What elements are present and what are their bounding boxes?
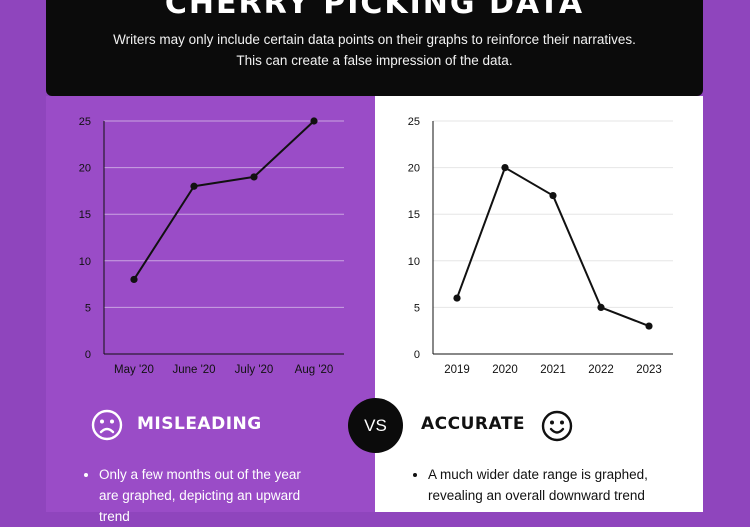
y-tick-label: 0 bbox=[85, 349, 91, 361]
data-point bbox=[190, 182, 198, 190]
x-tick-label: Aug '20 bbox=[295, 364, 334, 376]
y-tick-label: 15 bbox=[79, 209, 91, 221]
page-title: CHERRY PICKING DATA bbox=[164, 0, 585, 21]
x-tick-label: 2022 bbox=[588, 364, 614, 376]
page-subtitle: Writers may only include certain data po… bbox=[113, 32, 636, 68]
y-tick-label: 5 bbox=[85, 302, 91, 314]
vs-badge: VS bbox=[348, 398, 403, 453]
data-point bbox=[645, 322, 653, 330]
data-point bbox=[501, 164, 509, 172]
data-point bbox=[130, 275, 138, 284]
data-point bbox=[310, 117, 318, 125]
y-tick-label: 0 bbox=[414, 349, 420, 361]
x-tick-label: June '20 bbox=[172, 364, 215, 376]
y-tick-label: 25 bbox=[408, 116, 420, 128]
data-point bbox=[250, 173, 258, 181]
y-tick-label: 15 bbox=[408, 209, 420, 221]
header-banner: CHERRY PICKING DATA Writers may only inc… bbox=[46, 0, 703, 96]
y-tick-label: 20 bbox=[79, 163, 91, 175]
data-point bbox=[549, 191, 557, 200]
misleading-point: Only a few months out of the year are gr… bbox=[99, 464, 314, 527]
x-tick-label: May '20 bbox=[114, 364, 154, 376]
y-tick-label: 25 bbox=[79, 116, 91, 128]
x-tick-label: 2021 bbox=[540, 364, 566, 376]
series-line bbox=[456, 166, 650, 327]
x-tick-label: July '20 bbox=[235, 364, 274, 376]
smile-face-icon bbox=[541, 410, 573, 442]
y-tick-label: 10 bbox=[408, 256, 420, 268]
data-point bbox=[453, 294, 461, 302]
x-tick-label: 2023 bbox=[636, 364, 662, 376]
misleading-panel bbox=[46, 96, 375, 512]
accurate-points: A much wider date range is graphed, reve… bbox=[412, 464, 688, 506]
y-tick-label: 10 bbox=[79, 256, 91, 268]
y-tick-label: 5 bbox=[414, 302, 420, 314]
accurate-chart: 0 5 10 15 20 25 2019 2020 2021 2022 2023 bbox=[408, 116, 673, 376]
accurate-label: ACCURATE bbox=[421, 414, 526, 434]
misleading-label: MISLEADING bbox=[137, 414, 262, 434]
data-point bbox=[597, 303, 605, 311]
accurate-panel bbox=[375, 96, 703, 512]
x-tick-label: 2019 bbox=[444, 364, 470, 376]
series-line bbox=[133, 120, 315, 280]
sad-face-icon bbox=[91, 409, 123, 441]
misleading-chart: 0 5 10 15 20 25 May '20 June '20 July '20 Aug '20 bbox=[79, 116, 344, 376]
x-tick-label: 2020 bbox=[492, 364, 518, 376]
y-tick-label: 20 bbox=[408, 163, 420, 175]
misleading-points: Only a few months out of the year are gr… bbox=[83, 464, 314, 527]
accurate-point: A much wider date range is graphed, reve… bbox=[428, 464, 688, 506]
